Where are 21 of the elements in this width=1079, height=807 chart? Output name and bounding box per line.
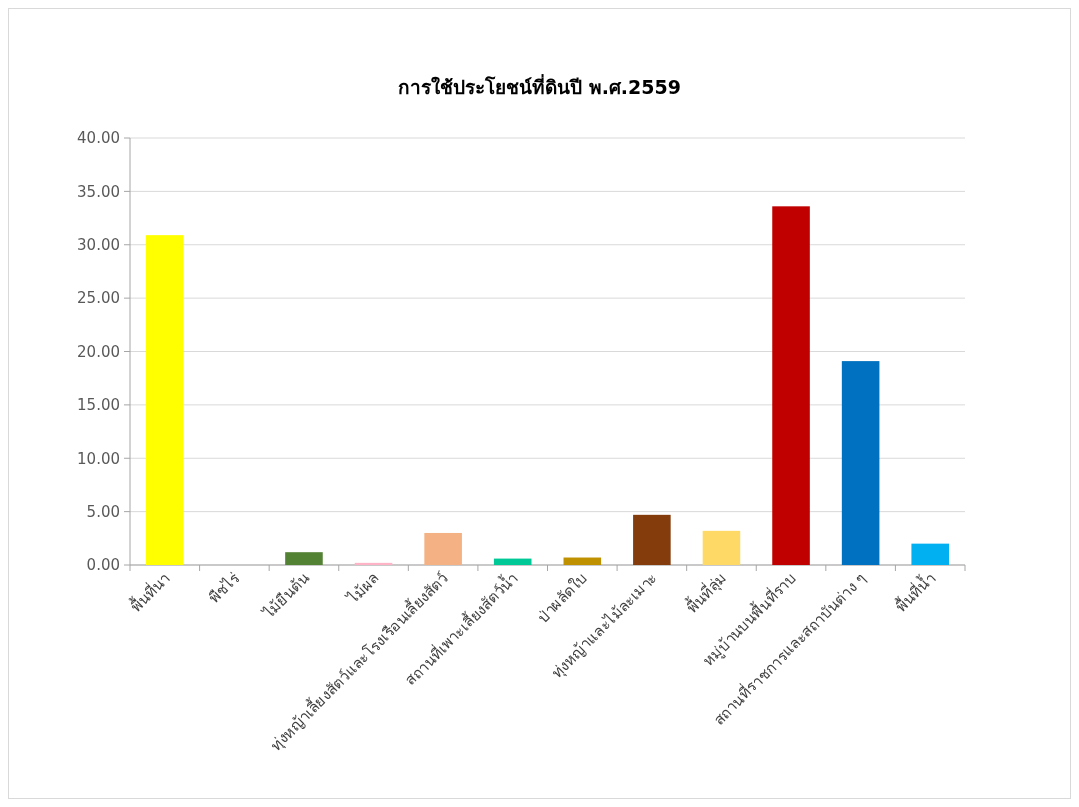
- bar: [702, 530, 741, 565]
- bar: [772, 206, 810, 565]
- y-tick-label: 15.00: [77, 396, 120, 415]
- bar: [354, 562, 393, 565]
- y-tick-label: 40.00: [77, 129, 120, 148]
- bar: [841, 361, 880, 565]
- bar: [493, 558, 532, 565]
- y-tick-label: 30.00: [77, 236, 120, 254]
- chart-title: การใช้ประโยชน์ที่ดินปี พ.ศ.2559: [398, 74, 681, 98]
- y-tick-label: 35.00: [77, 182, 120, 201]
- y-tick-label: 0.00: [86, 556, 120, 575]
- bar: [424, 532, 462, 565]
- bar: [146, 235, 184, 565]
- y-tick-label: 25.00: [77, 289, 120, 308]
- y-tick-label: 10.00: [77, 449, 120, 468]
- bar: [563, 557, 602, 565]
- bar: [911, 543, 949, 565]
- bar: [285, 552, 323, 565]
- bar: [633, 514, 671, 565]
- y-tick-label: 5.00: [86, 502, 120, 521]
- y-tick-label: 20.00: [77, 342, 120, 361]
